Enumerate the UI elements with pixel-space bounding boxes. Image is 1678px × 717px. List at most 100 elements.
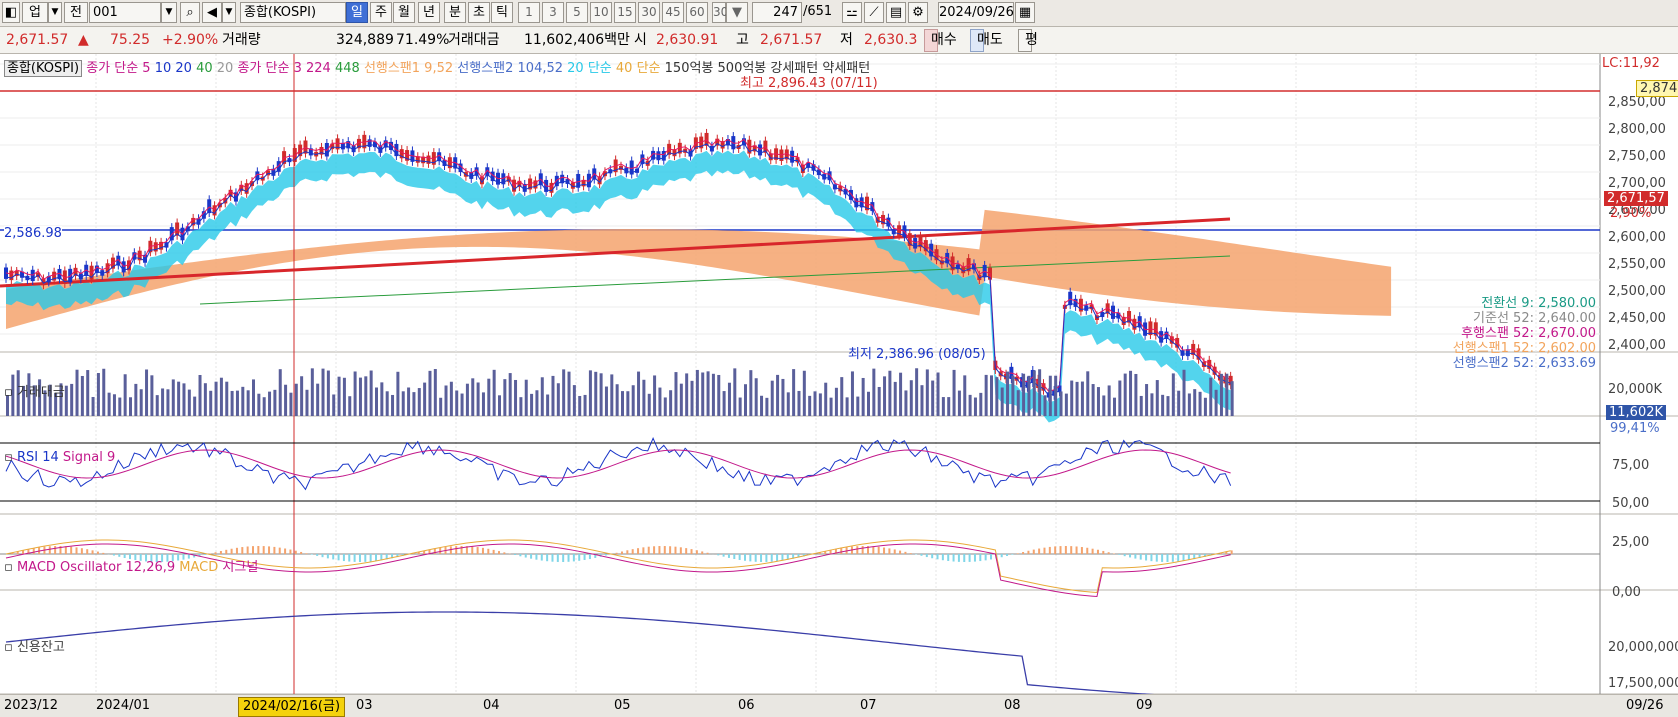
period-2-button[interactable]: 월 (393, 2, 415, 23)
price-tick: 2,600,00 (1608, 230, 1666, 245)
volume-bar (701, 372, 704, 416)
volume-bar (412, 392, 415, 416)
save-icon[interactable]: ▤ (886, 2, 906, 23)
macd-bar (204, 554, 206, 555)
period-6-button[interactable]: 틱 (491, 2, 513, 23)
buy-button[interactable]: 매수 (924, 29, 938, 52)
minute-3-button[interactable]: 10 (590, 2, 612, 23)
volume-bar (215, 382, 218, 416)
price-tick: 2,850,00 (1608, 95, 1666, 110)
period-3-button[interactable]: 년 (418, 2, 440, 23)
macd-bar (252, 546, 254, 554)
macd-bar (621, 552, 623, 554)
count-field[interactable]: 247 (752, 2, 802, 23)
macd-bar (1129, 554, 1131, 557)
volume-bar (145, 369, 148, 416)
volume-bar (493, 370, 496, 416)
macd-bar (1118, 554, 1120, 555)
legend-ma40b: 40 단순 (616, 61, 661, 76)
index-name-field: 종합(KOSPI) (240, 2, 346, 23)
credit-line (6, 612, 1231, 694)
volume-bar (835, 388, 838, 416)
minute-dropdown-icon[interactable]: ▼ (726, 2, 748, 23)
minute-0-button[interactable]: 1 (518, 2, 540, 23)
volume-bar (546, 395, 549, 416)
speaker-icon[interactable]: ◀ (202, 2, 222, 23)
macd-bar (102, 553, 104, 554)
market-type-select[interactable]: 전 (64, 2, 88, 23)
macd-bar (33, 548, 35, 554)
legend-ma224: 224 (306, 61, 331, 76)
minute-7-button[interactable]: 60 (686, 2, 708, 23)
volume-bar (953, 370, 956, 416)
macd-bar (707, 553, 709, 554)
code-field[interactable] (90, 3, 160, 22)
volume-bar (380, 382, 383, 416)
period-0-button[interactable]: 일 (346, 2, 368, 23)
rsi-title: RSI 14 (17, 450, 59, 465)
volume-bar (621, 391, 624, 416)
eval-button[interactable]: 평 (1018, 29, 1032, 52)
date-field[interactable]: 2024/09/26 (938, 2, 1014, 23)
up-arrow-icon: ▲ (78, 27, 89, 53)
minute-5-button[interactable]: 30 (638, 2, 660, 23)
credit-panel-title: ▫ 신용잔고 (4, 636, 65, 655)
calendar-icon[interactable]: ▦ (1015, 2, 1035, 23)
volume-bar (1054, 376, 1057, 416)
minute-4-button[interactable]: 15 (614, 2, 636, 23)
macd-bar (535, 554, 537, 560)
draw-tool-icon[interactable]: ⟋ (864, 2, 884, 23)
volume-bar (749, 370, 752, 416)
minute-1-button[interactable]: 3 (542, 2, 564, 23)
minute-6-button[interactable]: 45 (662, 2, 684, 23)
market-select[interactable]: 업 (22, 2, 48, 23)
window-menu-icon[interactable]: ◧ (2, 2, 20, 23)
macd-bar (728, 554, 730, 558)
sell-button[interactable]: 매도 (970, 29, 984, 52)
change-pct-tag: 2,90% (1610, 206, 1651, 221)
volume-bar (156, 395, 159, 416)
chart-canvas[interactable] (0, 54, 1678, 694)
code-dropdown-icon[interactable]: ▼ (161, 2, 177, 23)
high-value: 2,671.57 (760, 27, 822, 53)
macd-bar (755, 554, 757, 562)
speaker-dropdown-icon[interactable]: ▼ (222, 2, 236, 23)
compare-icon[interactable]: ⚍ (842, 2, 862, 23)
minute-select-value[interactable]: 30 (712, 2, 726, 23)
ichimoku-row: 후행스팬 52: 2,670.00 (1453, 326, 1596, 341)
macd-bar (1049, 547, 1051, 554)
volume-bar (739, 398, 742, 416)
macd-bar (1076, 546, 1078, 554)
index-name: 종합(KOSPI) (244, 5, 316, 20)
volume-bar (1065, 394, 1068, 416)
market-dropdown-icon[interactable]: ▼ (48, 2, 62, 23)
volume-bar (124, 374, 127, 416)
macd-signal-label: 시그널 (222, 560, 258, 575)
macd-bar (1166, 554, 1168, 562)
rsi-tick: 75,00 (1612, 458, 1649, 473)
macd-bar (894, 549, 896, 554)
macd-bar (1060, 546, 1062, 554)
price-tick: 2,450,00 (1608, 311, 1666, 326)
legend-ma40: 40 (196, 61, 213, 76)
market-label: 업 (29, 5, 41, 20)
macd-bar (985, 554, 987, 560)
period-1-button[interactable]: 주 (370, 2, 392, 23)
volume-bar (348, 396, 351, 416)
code-input[interactable] (89, 2, 161, 23)
macd-bar (642, 547, 644, 554)
macd-bar (990, 554, 992, 559)
period-4-button[interactable]: 분 (444, 2, 466, 23)
search-icon[interactable]: ⌕ (180, 2, 200, 23)
legend-index-name[interactable]: 종합(KOSPI) (4, 60, 82, 77)
volume-bar (1086, 371, 1089, 416)
macd-bar (471, 547, 473, 554)
minute-2-button[interactable]: 5 (566, 2, 588, 23)
chart-area[interactable] (0, 54, 1678, 694)
volume-bar (1070, 381, 1073, 416)
macd-bar (974, 554, 976, 562)
period-5-button[interactable]: 초 (468, 2, 490, 23)
gear-icon[interactable]: ⚙ (908, 2, 928, 23)
